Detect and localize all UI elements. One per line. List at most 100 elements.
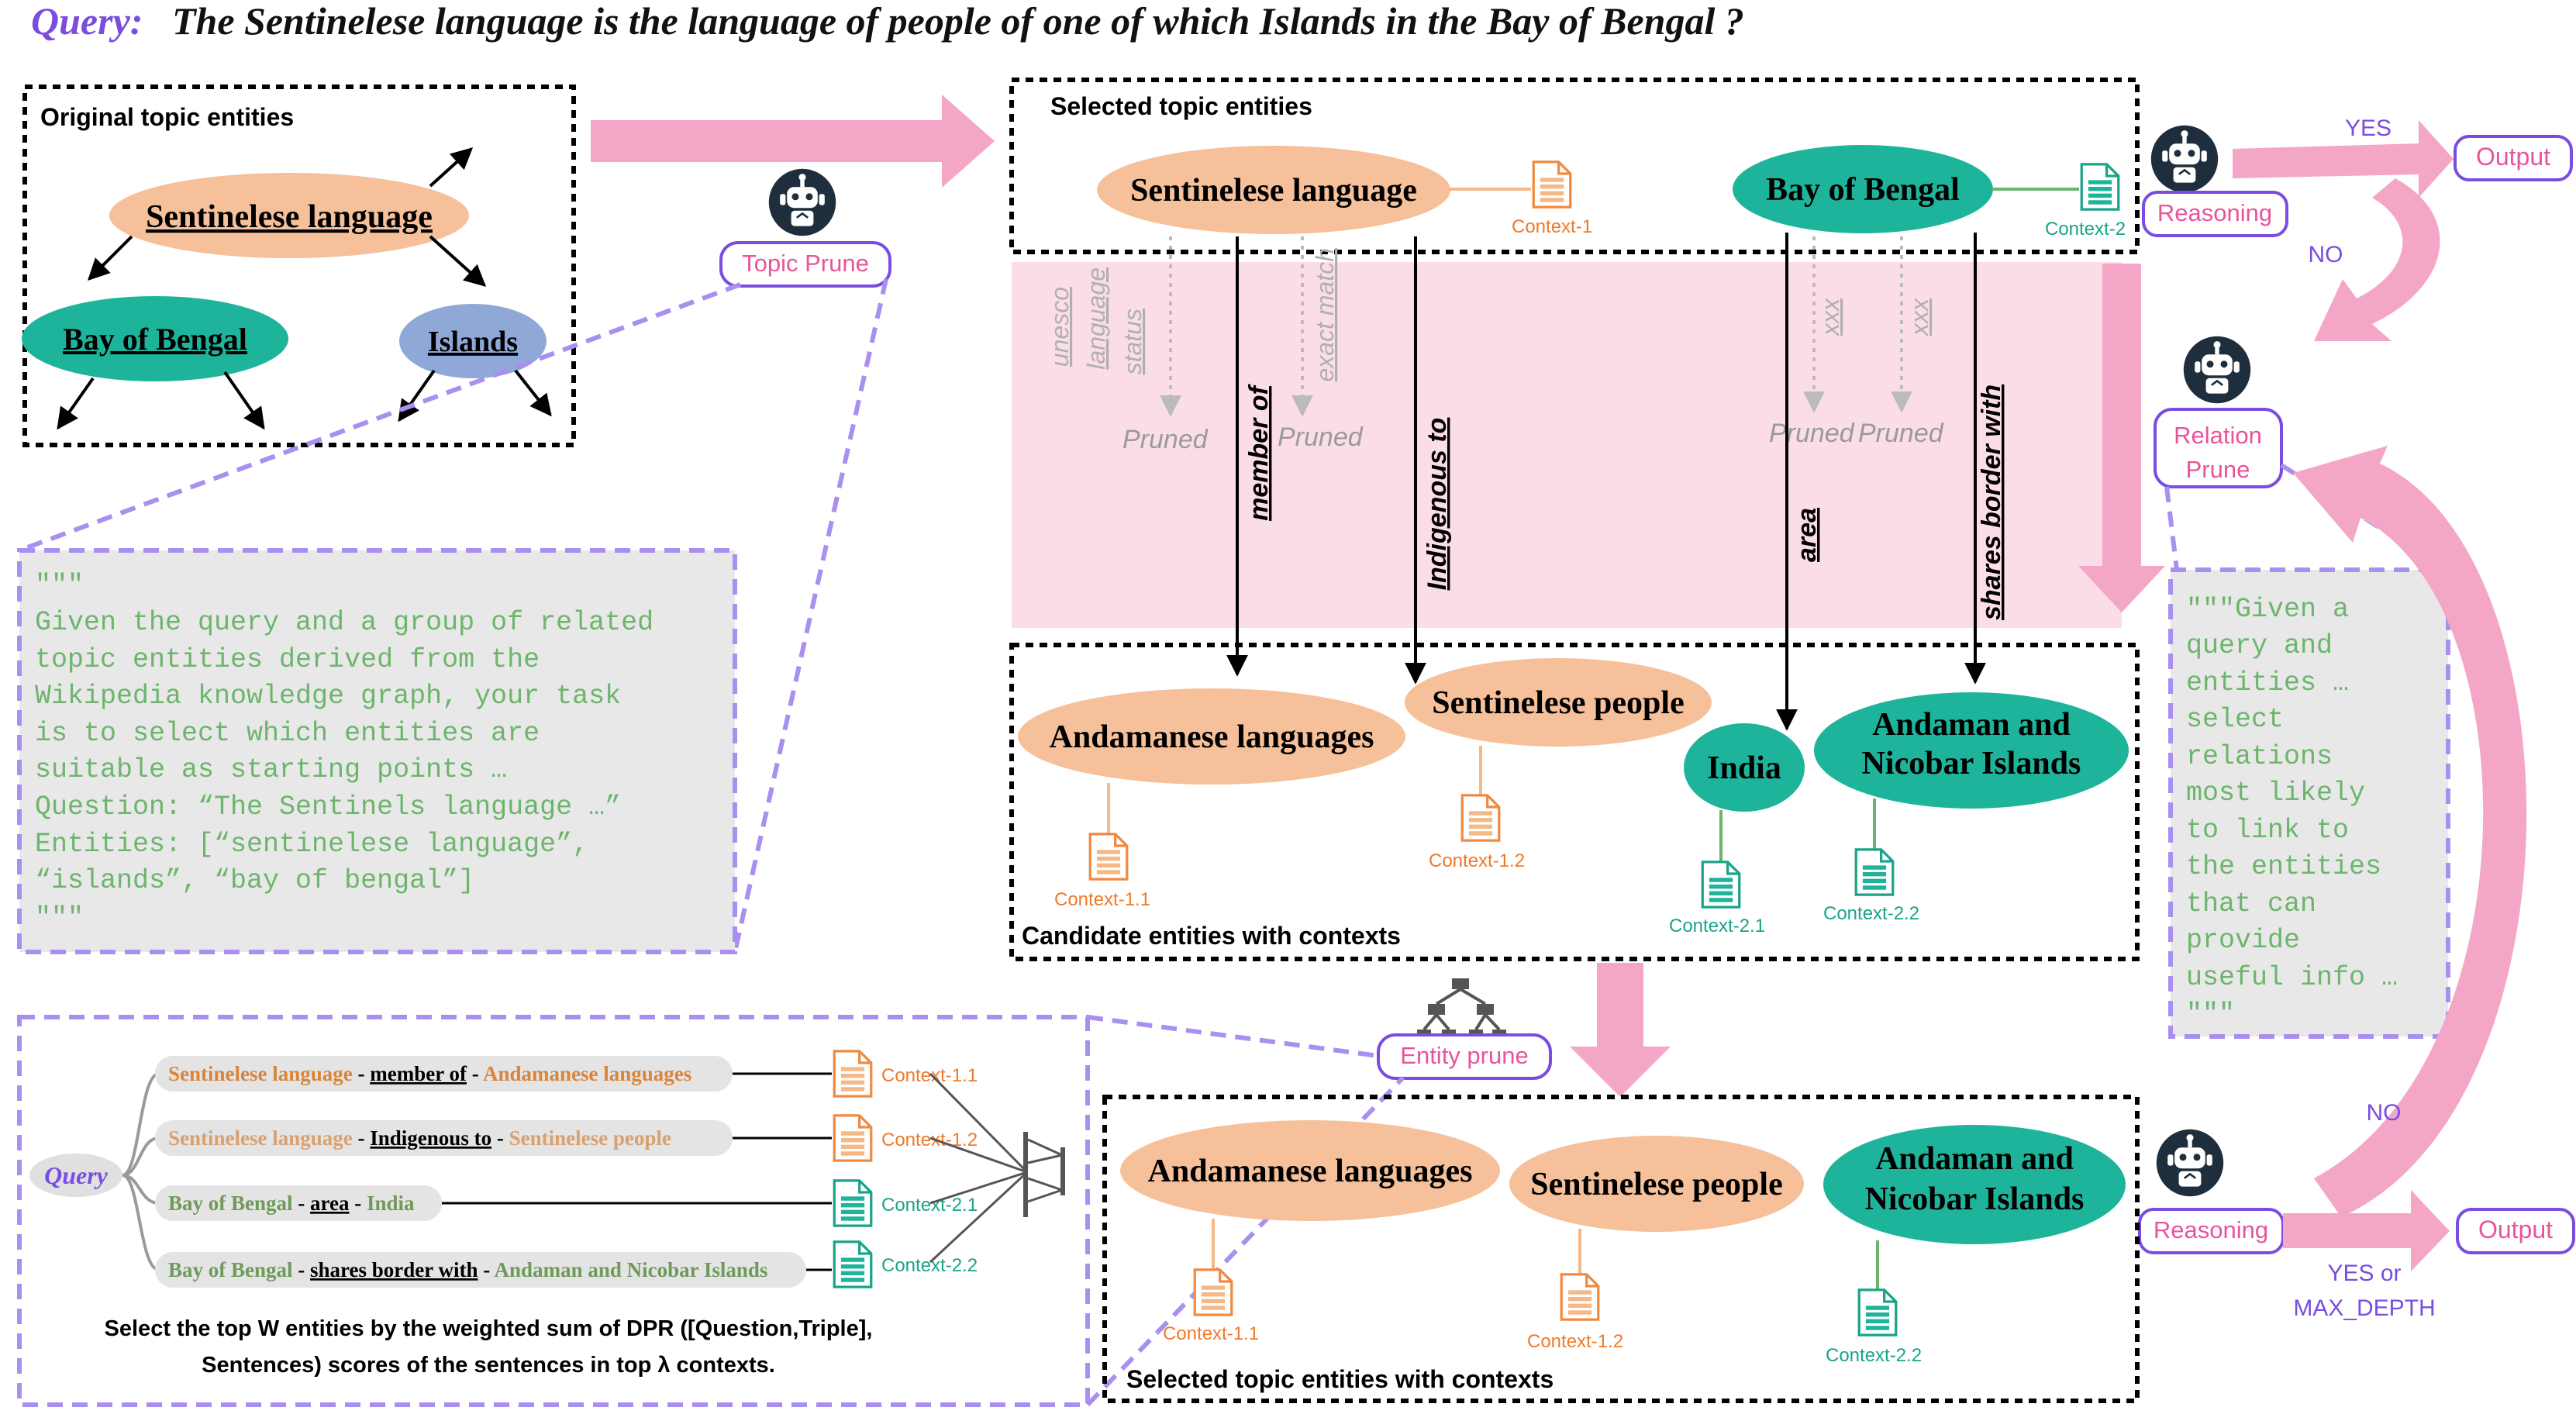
query-branches bbox=[122, 1072, 160, 1271]
topic-prune-button[interactable] bbox=[719, 241, 891, 288]
triple-sep: - bbox=[483, 1258, 494, 1281]
kept-relation-labels: member of Indigenous to area shares bord… bbox=[1244, 383, 2006, 620]
triple-to-context-lines bbox=[442, 1072, 832, 1271]
context-2-2-doc-icon bbox=[1854, 848, 1895, 896]
triple-rel: shares border with bbox=[310, 1258, 478, 1281]
cand-entity-india bbox=[1684, 723, 1805, 812]
topic-prune-robot-icon bbox=[767, 167, 837, 237]
triple-head: Bay of Bengal bbox=[168, 1258, 293, 1281]
relation-prompt-line: to link to bbox=[2186, 815, 2349, 846]
final-entity-andaman-nicobar-label-2: Nicobar Islands bbox=[1865, 1181, 2085, 1217]
final-entity-sentinelese-people bbox=[1509, 1136, 1804, 1232]
final-entity-andaman-nicobar-label-1: Andaman and bbox=[1875, 1141, 2074, 1177]
query-text: The Sentinelese language is the language… bbox=[172, 0, 1744, 43]
final-context-2-2-label: Context-2.2 bbox=[1826, 1345, 1922, 1366]
orig-entity-islands bbox=[399, 304, 547, 378]
context-2-1-doc-icon bbox=[1701, 861, 1741, 909]
topic-prune-connector bbox=[18, 278, 888, 953]
triple-sep: - bbox=[497, 1126, 509, 1150]
topic-prompt-line: “islands”, “bay of bengal”] bbox=[35, 865, 474, 896]
triple-tail: Sentinelese people bbox=[509, 1126, 671, 1150]
triple-text: Bay of Bengal - area - India bbox=[168, 1192, 415, 1215]
rel-shares-border: shares border with bbox=[1977, 385, 2006, 620]
entity-prune-button[interactable] bbox=[1377, 1033, 1552, 1080]
cand-context-links bbox=[1107, 746, 1876, 862]
context-1-label: Context-1 bbox=[1512, 216, 1592, 237]
relation-prune-button[interactable] bbox=[2154, 408, 2283, 488]
cand-entity-india-label: India bbox=[1707, 750, 1781, 786]
context-1-1-label: Context-1.1 bbox=[1054, 889, 1150, 910]
pruned-label: Pruned bbox=[1278, 423, 1364, 452]
output-label-bottom: Output bbox=[2478, 1216, 2553, 1243]
no-arrow-loop bbox=[2293, 446, 2527, 1217]
reasoning-button-top[interactable] bbox=[2142, 191, 2288, 237]
relation-prune-prompt-box bbox=[2168, 567, 2450, 1039]
pruned-rel-status: status bbox=[1119, 309, 1147, 374]
context-2-1-label: Context-2.1 bbox=[1669, 916, 1765, 936]
triple-context-2-2-icon bbox=[833, 1240, 873, 1288]
pruned-label: Pruned bbox=[1122, 425, 1209, 454]
triple-sep: - bbox=[298, 1258, 310, 1281]
cand-entity-andamanese bbox=[1018, 688, 1405, 785]
context-2-2-label: Context-2.2 bbox=[1823, 903, 1919, 924]
final-context-1-1-icon bbox=[1193, 1268, 1233, 1316]
output-button-bottom[interactable] bbox=[2456, 1208, 2575, 1254]
topic-prune-prompt-box bbox=[17, 548, 737, 954]
triple-head: Sentinelese language bbox=[168, 1062, 353, 1085]
triple-row-bg bbox=[155, 1185, 442, 1221]
relation-prompt-line: query and bbox=[2186, 630, 2333, 661]
relation-prompt-line: useful info … bbox=[2186, 962, 2398, 993]
candidate-box-label: Candidate entities with contexts bbox=[1022, 922, 1401, 950]
relation-band bbox=[1012, 262, 2122, 628]
triple-text: Bay of Bengal - shares border with - And… bbox=[168, 1258, 767, 1281]
topic-prompt-line: topic entities derived from the bbox=[35, 644, 540, 675]
pruned-label: Pruned bbox=[1858, 419, 1944, 448]
triple-sep: - bbox=[358, 1062, 371, 1085]
relation-prune-label-1: Relation bbox=[2174, 422, 2262, 449]
topic-prompt-line: Entities: [“sentinelese language”, bbox=[35, 829, 588, 860]
pruned-rel-exact-match: exact match bbox=[1311, 248, 1339, 382]
final-context-1-1-label: Context-1.1 bbox=[1163, 1323, 1259, 1344]
no-label-bottom: NO bbox=[2367, 1100, 2402, 1126]
query-node-label: Query bbox=[44, 1161, 109, 1189]
reasoning-label-bottom: Reasoning bbox=[2154, 1216, 2268, 1243]
rel-shares-border-text: shares border with bbox=[1977, 385, 2006, 620]
relation-prompt-line: """Given a bbox=[2186, 594, 2349, 625]
pruned-labels: Pruned Pruned Pruned Pruned bbox=[1122, 419, 1944, 454]
selected-box-label: Selected topic entities bbox=[1050, 92, 1312, 120]
triple-sep: - bbox=[472, 1062, 483, 1085]
candidate-box bbox=[1009, 643, 2140, 961]
pink-arrow-right bbox=[591, 95, 995, 188]
query-node bbox=[29, 1154, 122, 1197]
rel-indigenous-to: Indigenous to bbox=[1422, 418, 1452, 591]
selected-box bbox=[1009, 78, 2140, 254]
topic-prompt-line: is to select which entities are bbox=[35, 718, 540, 749]
relation-prompt-line: relations bbox=[2186, 741, 2333, 772]
cand-entity-sentinelese-people-label: Sentinelese people bbox=[1432, 685, 1684, 721]
triple-context-2-2-label: Context-2.2 bbox=[881, 1255, 978, 1276]
final-box bbox=[1102, 1095, 2140, 1403]
entity-prune-caption-2: Sentences) scores of the sentences in to… bbox=[202, 1353, 775, 1378]
max-depth-label: MAX_DEPTH bbox=[2293, 1295, 2435, 1321]
no-label-top: NO bbox=[2309, 242, 2343, 267]
topic-prompt-line: suitable as starting points … bbox=[35, 754, 507, 785]
triple-context-2-1-icon bbox=[833, 1179, 873, 1227]
output-button-top[interactable] bbox=[2454, 135, 2573, 181]
relation-prompt-line: select bbox=[2186, 704, 2284, 735]
rel-member-of: member of bbox=[1244, 383, 1274, 520]
relation-prompt-line: that can bbox=[2186, 888, 2316, 919]
reasoning-robot-icon-bottom bbox=[2155, 1128, 2225, 1198]
entity-prune-label: Entity prune bbox=[1400, 1042, 1528, 1069]
triple-tail: Andaman and Nicobar Islands bbox=[495, 1258, 768, 1281]
final-context-links bbox=[1212, 1219, 1879, 1291]
pruned-arrows bbox=[1160, 236, 1912, 417]
relation-prune-robot-icon bbox=[2182, 335, 2252, 405]
pink-arrow-down-band bbox=[2078, 264, 2165, 612]
pruned-rel-xxx-1: xxx bbox=[1816, 298, 1844, 337]
orig-entity-bay bbox=[22, 296, 288, 381]
yes-label: YES bbox=[2345, 116, 2392, 141]
kept-relation-arrows bbox=[1226, 233, 1986, 731]
triple-sep: - bbox=[358, 1126, 371, 1150]
pruned-rel-unesco: unesco bbox=[1046, 287, 1074, 367]
entity-prune-tree-icon bbox=[1417, 978, 1506, 1040]
